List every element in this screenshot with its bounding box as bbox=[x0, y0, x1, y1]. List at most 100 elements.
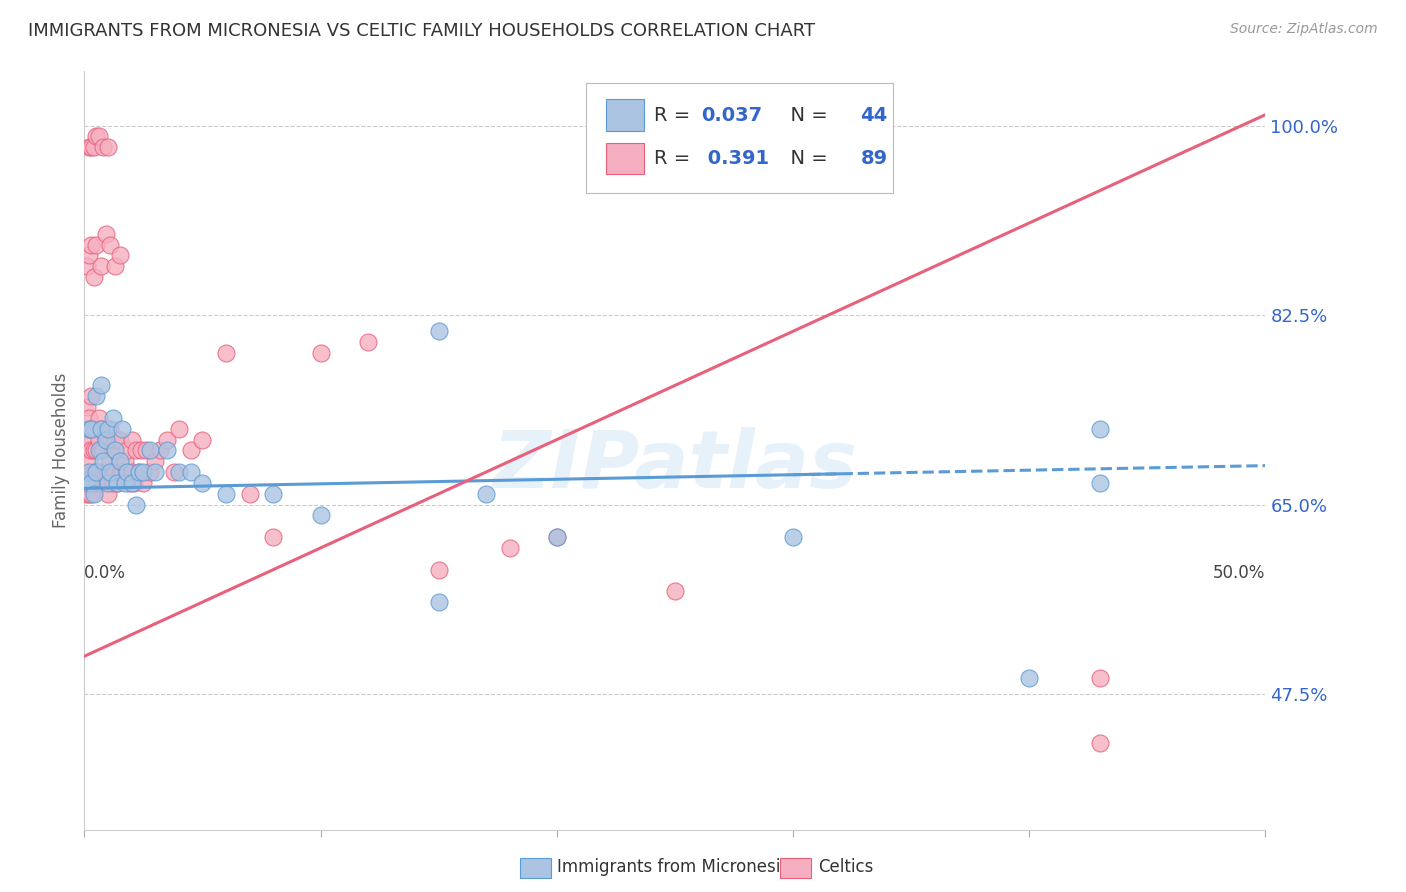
Point bbox=[91, 465, 114, 479]
Point bbox=[309, 508, 332, 523]
Point bbox=[664, 584, 686, 599]
Point bbox=[121, 465, 143, 479]
Point bbox=[782, 530, 804, 544]
Point bbox=[83, 422, 105, 436]
Point bbox=[90, 443, 112, 458]
Point bbox=[239, 487, 262, 501]
Point bbox=[111, 465, 134, 479]
Point bbox=[87, 433, 110, 447]
Point bbox=[108, 248, 131, 262]
Point bbox=[76, 487, 98, 501]
Point bbox=[90, 422, 112, 436]
Point bbox=[180, 443, 202, 458]
Point bbox=[546, 530, 568, 544]
Point bbox=[115, 443, 138, 458]
Point bbox=[94, 433, 117, 447]
Point bbox=[427, 595, 450, 609]
Text: R =: R = bbox=[654, 149, 696, 168]
Point bbox=[101, 411, 124, 425]
Point bbox=[132, 475, 155, 490]
Point bbox=[108, 454, 131, 468]
Point bbox=[84, 237, 107, 252]
Point bbox=[90, 378, 112, 392]
Point bbox=[143, 454, 166, 468]
Text: ZIPatlas: ZIPatlas bbox=[492, 426, 858, 505]
Point bbox=[77, 411, 100, 425]
Text: Celtics: Celtics bbox=[818, 858, 873, 876]
Point bbox=[76, 260, 98, 274]
Point bbox=[1088, 422, 1111, 436]
Point bbox=[108, 433, 131, 447]
Point bbox=[498, 541, 520, 555]
Point bbox=[77, 487, 100, 501]
Point bbox=[84, 129, 107, 144]
Text: IMMIGRANTS FROM MICRONESIA VS CELTIC FAMILY HOUSEHOLDS CORRELATION CHART: IMMIGRANTS FROM MICRONESIA VS CELTIC FAM… bbox=[28, 22, 815, 40]
Point bbox=[107, 475, 129, 490]
Point bbox=[91, 454, 114, 468]
Point bbox=[135, 443, 157, 458]
Text: R =: R = bbox=[654, 106, 696, 125]
Point bbox=[77, 140, 100, 154]
Point bbox=[90, 260, 112, 274]
Point bbox=[77, 454, 100, 468]
Point bbox=[83, 270, 105, 285]
Point bbox=[84, 389, 107, 403]
Point bbox=[101, 475, 124, 490]
Point bbox=[94, 475, 117, 490]
Point bbox=[107, 475, 129, 490]
Point bbox=[97, 487, 120, 501]
Point bbox=[262, 487, 284, 501]
Point bbox=[156, 443, 179, 458]
Point bbox=[91, 443, 114, 458]
Point bbox=[87, 129, 110, 144]
Point bbox=[76, 443, 98, 458]
Point bbox=[104, 260, 127, 274]
Point bbox=[97, 465, 120, 479]
Point bbox=[191, 475, 214, 490]
Text: 0.0%: 0.0% bbox=[84, 565, 127, 582]
Point bbox=[87, 443, 110, 458]
Point bbox=[80, 422, 103, 436]
Point bbox=[77, 465, 100, 479]
Point bbox=[98, 454, 121, 468]
Point bbox=[475, 487, 498, 501]
Point bbox=[1088, 736, 1111, 750]
Point bbox=[139, 465, 162, 479]
Point bbox=[90, 422, 112, 436]
Point bbox=[121, 475, 143, 490]
Point bbox=[427, 324, 450, 338]
Text: 89: 89 bbox=[860, 149, 887, 168]
Point bbox=[80, 140, 103, 154]
Point bbox=[94, 433, 117, 447]
Text: 0.037: 0.037 bbox=[700, 106, 762, 125]
Point bbox=[94, 227, 117, 241]
Point bbox=[180, 465, 202, 479]
Point bbox=[83, 465, 105, 479]
Point bbox=[84, 422, 107, 436]
Point bbox=[357, 335, 380, 350]
Point bbox=[1088, 475, 1111, 490]
Point bbox=[77, 422, 100, 436]
Text: 50.0%: 50.0% bbox=[1213, 565, 1265, 582]
Point bbox=[76, 400, 98, 414]
Text: N =: N = bbox=[778, 106, 834, 125]
Point bbox=[139, 443, 162, 458]
Text: Source: ZipAtlas.com: Source: ZipAtlas.com bbox=[1230, 22, 1378, 37]
Point bbox=[108, 465, 131, 479]
Point bbox=[98, 465, 121, 479]
Y-axis label: Family Households: Family Households bbox=[52, 373, 70, 528]
Point bbox=[83, 487, 105, 501]
Point bbox=[122, 475, 145, 490]
Point bbox=[90, 475, 112, 490]
Point bbox=[104, 443, 127, 458]
Text: N =: N = bbox=[778, 149, 834, 168]
Point bbox=[97, 140, 120, 154]
Point bbox=[149, 443, 172, 458]
Point bbox=[80, 487, 103, 501]
Point bbox=[80, 389, 103, 403]
Point bbox=[132, 465, 155, 479]
Point bbox=[167, 422, 190, 436]
Point bbox=[1088, 671, 1111, 685]
Point bbox=[121, 433, 143, 447]
Point bbox=[215, 346, 238, 360]
